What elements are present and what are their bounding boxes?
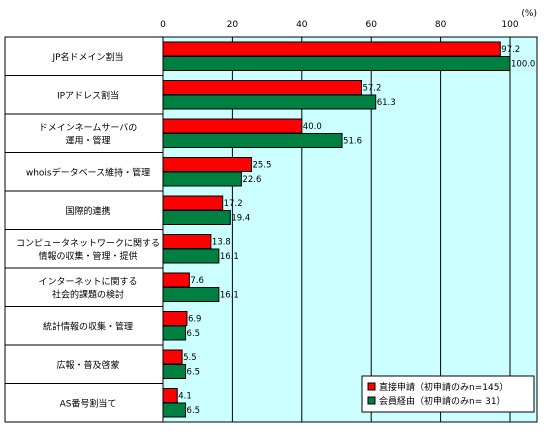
category-label: 国際的連携: [65, 205, 110, 217]
data-label: 17.2: [224, 199, 243, 209]
bar-direct: [162, 311, 188, 326]
data-label: 5.5: [183, 353, 197, 363]
category-label: 運用・管理: [65, 134, 110, 146]
data-label: 6.9: [188, 315, 202, 325]
data-label: 57.2: [362, 84, 381, 94]
category-label: インターネットに関する: [38, 276, 137, 287]
legend-box: [361, 375, 535, 413]
plot-frame: [4, 36, 538, 423]
category-label: 社会的課題の検討: [52, 288, 124, 300]
bar-direct: [162, 80, 362, 95]
bar-direct: [162, 157, 252, 172]
category-label: whoisデータベース維持・管理: [26, 166, 150, 178]
bar-member: [162, 287, 220, 302]
data-label: 6.5: [187, 406, 201, 416]
data-label: 16.1: [220, 252, 239, 262]
x-tick-label: 20: [227, 20, 239, 30]
x-tick-label: 0: [160, 20, 166, 30]
category-label: IPアドレス割当: [57, 89, 119, 101]
legend-swatch: [367, 382, 376, 391]
data-label: 6.5: [187, 329, 201, 339]
x-tick-label: 80: [435, 20, 447, 30]
bar-direct: [162, 388, 178, 403]
x-tick-label: 40: [296, 20, 308, 30]
data-label: 4.1: [178, 392, 192, 402]
bar-direct: [162, 272, 190, 288]
category-label: コンピュータネットワークに関する: [16, 238, 160, 249]
data-label: 6.5: [187, 368, 201, 378]
category-label: JP名ドメイン割当: [51, 51, 123, 63]
bar-member: [162, 325, 187, 341]
x-tick-label: 100: [501, 20, 518, 30]
data-label: 19.4: [231, 214, 250, 224]
bar-member: [162, 56, 511, 71]
bar-member: [162, 94, 377, 110]
legend: 直接申請（初申請のみn=145） 会員経由（初申請のみn= 31）: [361, 375, 535, 413]
category-label: 統計情報の収集・管理: [43, 320, 133, 332]
data-label: 100.0: [511, 60, 535, 70]
category-label: AS番号割当て: [60, 397, 117, 409]
bar-direct: [162, 234, 212, 249]
bar-member: [162, 133, 343, 148]
data-label: 16.1: [220, 291, 239, 301]
bar-member: [162, 210, 231, 225]
bar-direct: [162, 195, 224, 211]
data-label: 13.8: [212, 238, 231, 248]
legend-label: 直接申請（初申請のみn=145）: [379, 381, 508, 393]
data-label: 40.0: [303, 122, 322, 132]
category-label: ドメインネームサーバの: [39, 122, 137, 133]
plot-area: 0 20 40 60 80 100 97.2 100.0 57.2 61.3 40.0 51.6 25.…: [4, 20, 538, 423]
bar-member: [162, 364, 187, 379]
bar-member: [162, 248, 220, 264]
data-label: 61.3: [377, 98, 396, 108]
data-label: 7.6: [190, 276, 204, 286]
bar-direct: [162, 41, 501, 57]
category-label: 情報の収集・管理・提供: [38, 250, 137, 262]
data-label: 25.5: [252, 161, 271, 171]
bar-direct: [162, 118, 303, 134]
data-label: 22.6: [242, 175, 261, 185]
bar-direct: [162, 349, 183, 365]
legend-swatch: [367, 396, 376, 405]
data-label: 97.2: [501, 45, 520, 55]
legend-label: 会員経由（初申請のみn= 31）: [379, 395, 506, 407]
bar-member: [162, 171, 242, 187]
x-tick-label: 60: [365, 20, 377, 30]
unit-label: (%): [521, 9, 537, 19]
category-label: 広報・普及啓蒙: [56, 359, 119, 371]
bar-member: [162, 402, 187, 418]
data-label: 51.6: [343, 137, 362, 147]
